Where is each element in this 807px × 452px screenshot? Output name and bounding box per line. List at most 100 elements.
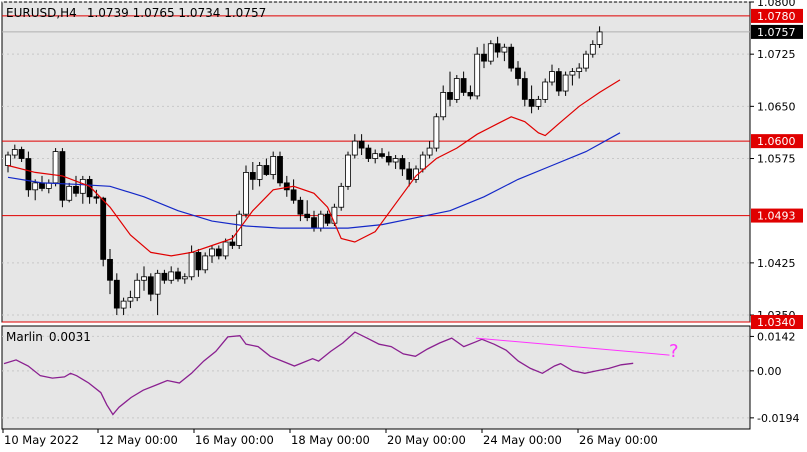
candle-body (338, 185, 345, 208)
time-tick-label: 18 May 00:00 (291, 433, 370, 447)
candle-body (521, 78, 528, 100)
candle-body (317, 213, 324, 229)
candle-body (202, 255, 209, 271)
candle-body (365, 147, 372, 159)
ohlc-values: 1.0739 1.0765 1.0734 1.0757 (87, 6, 266, 20)
candle-body (229, 241, 236, 246)
price-axis: 1.08001.07251.06501.05751.04251.03501.07… (750, 0, 803, 329)
candle (555, 68, 562, 96)
candle (528, 85, 535, 114)
candle (521, 71, 528, 107)
candle (134, 273, 141, 302)
candle-body (508, 46, 515, 69)
candle-body (433, 116, 440, 149)
candle-body (535, 98, 542, 107)
candle (583, 50, 589, 72)
indicator-axis: 0.0142 0.00 -0.0194 (750, 330, 799, 425)
divergence-line (475, 337, 670, 356)
level-label: 1.0600 (757, 135, 796, 148)
candle-body (515, 67, 521, 79)
candle-body (249, 172, 256, 180)
candle-body (52, 151, 59, 184)
candle-body (331, 206, 338, 224)
candle-body (406, 168, 413, 180)
candle (5, 151, 11, 173)
candle (379, 148, 385, 159)
candle (277, 151, 283, 187)
candle (453, 75, 460, 103)
candle (304, 200, 311, 222)
candle (127, 290, 134, 309)
candle-body (379, 153, 385, 157)
candle-body (5, 154, 11, 166)
candle-body (324, 213, 331, 224)
candle (120, 297, 127, 316)
time-tick-label: 24 May 00:00 (483, 433, 562, 447)
candle-body (392, 158, 399, 163)
time-tick-label: 12 May 00:00 (99, 433, 178, 447)
candle-body (154, 272, 161, 295)
candle-body (39, 182, 45, 189)
level-label: 1.0780 (757, 10, 796, 23)
time-tick-label: 20 May 00:00 (387, 433, 466, 447)
candle (141, 266, 147, 291)
candle-body (175, 271, 181, 280)
candle (549, 64, 555, 86)
candle (419, 151, 426, 173)
indicator-tick-label: 0.0142 (757, 330, 796, 343)
candle-body (549, 71, 555, 83)
candle-body (243, 172, 249, 215)
candle-body (127, 297, 134, 302)
candle (229, 235, 236, 249)
price-tick-label: 1.0425 (757, 257, 796, 270)
candle (515, 61, 521, 86)
time-tick-label: 26 May 00:00 (579, 433, 658, 447)
candle-body (290, 189, 297, 201)
candle (290, 179, 297, 204)
candle-body (263, 165, 270, 175)
candle-body (181, 276, 188, 280)
indicator-tick-label: -0.0194 (757, 412, 799, 425)
price-tick-label: 1.0800 (757, 0, 796, 9)
candle (100, 196, 107, 267)
candle (433, 113, 440, 152)
candle (59, 148, 66, 208)
candle (596, 26, 603, 48)
candle-body (501, 46, 508, 53)
candle (202, 252, 209, 274)
candle-body (195, 252, 202, 271)
candle-body (222, 241, 229, 257)
candle-body (100, 197, 107, 260)
candle-body (209, 248, 215, 257)
candle (209, 245, 215, 263)
candle (147, 273, 154, 302)
candle-body (93, 196, 100, 199)
indicator-header: Marlin 0.0031 (6, 330, 91, 344)
candle-body (311, 217, 317, 229)
candle (569, 68, 576, 86)
candle-body (32, 182, 39, 191)
candle-body (351, 140, 358, 156)
candle (535, 95, 542, 110)
candle-body (555, 71, 562, 92)
candle-body (562, 74, 569, 92)
level-tag (751, 8, 803, 23)
candle (392, 155, 399, 169)
indicator-tick-label: 0.00 (757, 365, 782, 378)
candle (249, 162, 256, 190)
candle-body (447, 92, 453, 100)
candle (447, 71, 453, 107)
candle-body (481, 53, 487, 62)
time-tick-label: 10 May 2022 (4, 433, 79, 447)
current-price-label: 1.0757 (757, 26, 796, 39)
candle (195, 248, 202, 277)
candle (222, 238, 229, 260)
candle-body (79, 178, 86, 194)
candle (365, 144, 372, 162)
horizontal-levels (2, 15, 750, 323)
candle (66, 182, 73, 203)
chart-header: EURUSD,H4 1.0739 1.0765 1.0734 1.0757 (6, 6, 266, 20)
candle (79, 175, 86, 204)
question-mark: ? (669, 341, 679, 362)
